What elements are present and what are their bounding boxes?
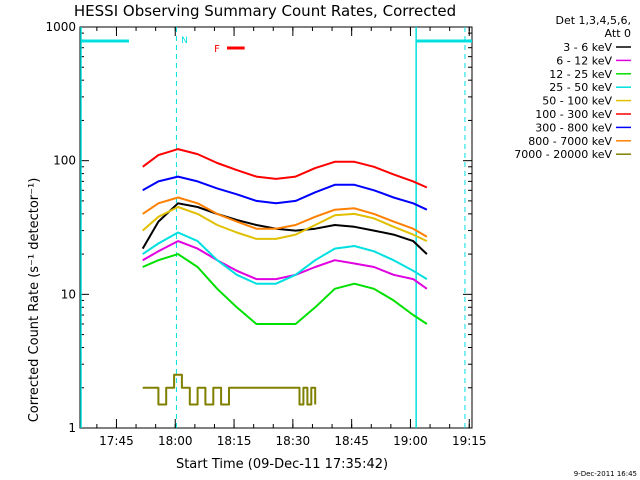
plot-frame [79,26,473,429]
series-line-7 [142,196,428,238]
legend-label-1: 6 - 12 keV [556,54,612,67]
y-tick-label: 1 [68,421,76,435]
legend-header-line-1: Det 1,3,4,5,6, [555,14,631,27]
x-tick-label: 17:45 [99,434,134,448]
x-tick-label: 18:15 [217,434,252,448]
x-tick-label: 18:00 [158,434,193,448]
series-line-6 [142,175,428,211]
y-tick-label: 100 [53,154,76,168]
series-line-8 [142,373,317,406]
plot-area: 1 10 100 1000 17:45 18:00 18:15 18:30 18:45 19:00… [45,20,486,448]
x-tick-label: 19:15 [452,434,487,448]
chart-title: HESSI Observing Summary Count Rates, Cor… [74,2,456,20]
series-line-1 [142,240,428,290]
series-line-2 [142,253,428,325]
legend-label-8: 7000 - 20000 keV [514,148,612,161]
y-tick-label: 1000 [45,20,76,34]
legend-label-4: 50 - 100 keV [542,95,612,108]
y-axis-label: Corrected Count Rate (s⁻¹ detector⁻¹) [27,178,42,423]
x-axis-label: Start Time (09-Dec-11 17:35:42) [176,457,388,472]
series-line-4 [142,206,428,243]
series-line-5 [142,148,428,189]
x-tick-label: 18:45 [334,434,369,448]
legend-label-3: 25 - 50 keV [549,81,612,94]
x-tick-label: 18:30 [276,434,311,448]
legend-label-0: 3 - 6 keV [563,41,612,54]
legend-label-2: 12 - 25 keV [549,68,612,81]
series-line-3 [142,231,428,285]
series-line-0 [141,202,428,255]
footer-date: 9-Dec-2011 16:45 [574,470,637,478]
legend-label-6: 300 - 800 keV [535,121,612,134]
legend-header-line-2: Att 0 [605,27,631,40]
x-tick-label: 19:00 [393,434,428,448]
legend-label-7: 800 - 7000 keV [528,135,612,148]
y-tick-label: 10 [61,287,76,301]
legend-label-5: 100 - 300 keV [535,108,612,121]
f-marker: F [214,44,220,55]
n-marker: N [181,36,188,46]
